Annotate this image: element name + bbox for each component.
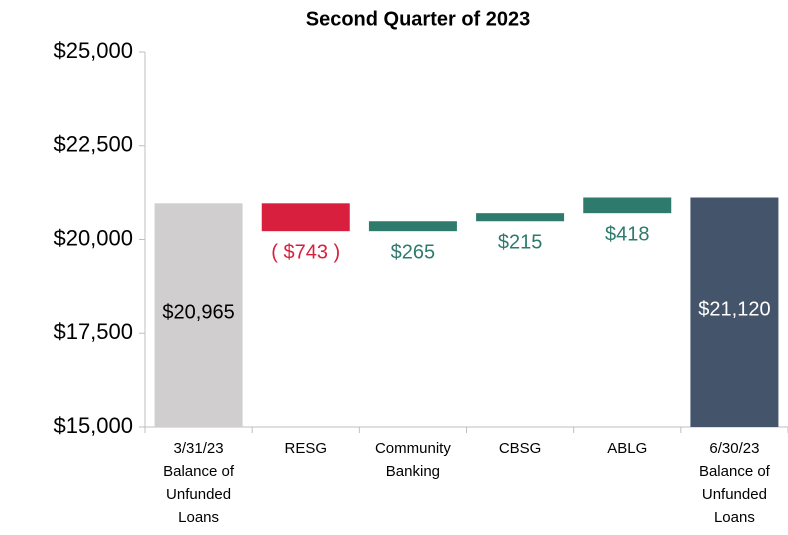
x-tick-label: ABLG (607, 440, 648, 457)
value-label: ( $743 ) (271, 241, 340, 263)
y-tick-label: $17,500 (53, 319, 133, 344)
x-tick-label: 3/31/23 Balance of Unfunded Loans (163, 440, 235, 526)
value-label: $418 (605, 223, 650, 245)
y-tick-label: $25,000 (53, 38, 133, 63)
x-tick-label: Community Banking (374, 440, 451, 480)
y-tick-label: $22,500 (53, 132, 133, 157)
value-label: $265 (391, 241, 436, 263)
bar (583, 197, 672, 214)
bar (476, 213, 565, 222)
value-label: $21,120 (698, 299, 770, 321)
bar (690, 197, 779, 427)
bar (261, 203, 350, 232)
bar (154, 203, 243, 427)
y-tick-label: $20,000 (53, 225, 133, 250)
x-tick-label: CBSG (498, 440, 542, 457)
value-label: $215 (498, 232, 543, 254)
y-tick-label: $15,000 (53, 413, 133, 438)
bar (368, 221, 457, 232)
x-tick-label: RESG (284, 440, 327, 457)
value-label: $20,965 (162, 301, 234, 323)
x-tick-label: 6/30/23 Balance of Unfunded Loans (698, 440, 770, 526)
chart-title: Second Quarter of 2023 (306, 8, 531, 30)
